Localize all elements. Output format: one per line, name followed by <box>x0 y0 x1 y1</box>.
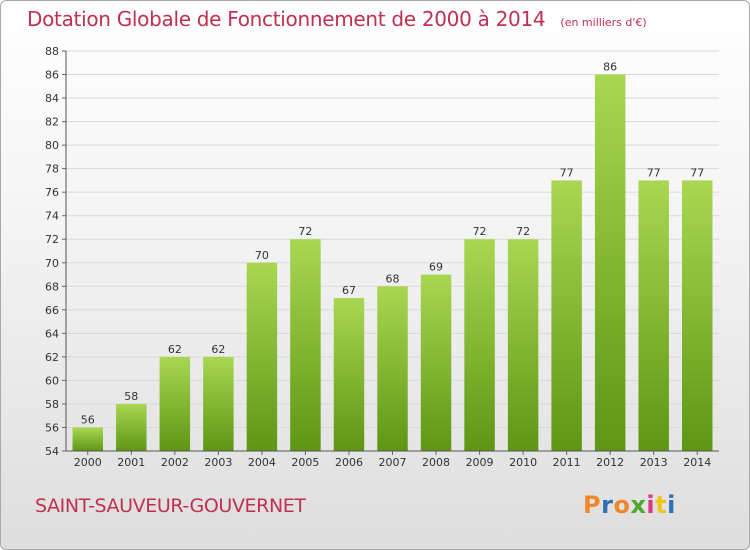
y-tick-label: 76 <box>45 186 59 199</box>
data-label: 67 <box>342 284 356 297</box>
bar <box>594 74 626 451</box>
y-tick-label: 56 <box>45 421 59 434</box>
title-row: Dotation Globale de Fonctionnement de 20… <box>27 7 647 31</box>
y-tick-label: 60 <box>45 374 59 387</box>
logo-letter: o <box>613 491 631 519</box>
bar <box>681 180 713 452</box>
bar <box>551 180 582 452</box>
y-tick-label: 68 <box>45 280 59 293</box>
data-label: 68 <box>386 272 400 285</box>
y-tick-label: 72 <box>45 233 59 246</box>
x-tick-label: 2011 <box>553 456 581 469</box>
x-tick-label: 2000 <box>74 456 102 469</box>
y-tick-label: 66 <box>45 304 59 317</box>
data-label: 72 <box>516 225 530 238</box>
x-tick-label: 2009 <box>466 456 494 469</box>
y-tick-label: 64 <box>45 327 59 340</box>
x-tick-label: 2008 <box>422 456 450 469</box>
logo-letter: x <box>630 491 647 519</box>
y-tick-label: 74 <box>45 210 59 223</box>
proxiti-logo[interactable]: Proxiti <box>583 491 676 519</box>
data-label: 72 <box>473 225 487 238</box>
bar <box>116 403 147 451</box>
chart-subtitle: (en milliers d'€) <box>560 16 647 29</box>
x-tick-label: 2010 <box>509 456 537 469</box>
labels: 54 56 58 60 62 64 66 68 70 72 74 76 78 80 82 84 86 88 56 20… <box>45 45 711 469</box>
data-label: 77 <box>690 166 704 179</box>
x-tick-label: 2006 <box>335 456 363 469</box>
y-tick-label: 54 <box>45 445 59 458</box>
data-label: 58 <box>124 390 138 403</box>
x-tick-label: 2007 <box>379 456 407 469</box>
bar <box>203 356 234 451</box>
bar <box>420 274 452 451</box>
x-tick-label: 2003 <box>204 456 232 469</box>
bars <box>72 74 713 452</box>
bar <box>290 239 321 451</box>
x-tick-label: 2002 <box>161 456 189 469</box>
y-tick-label: 78 <box>45 163 59 176</box>
y-tick-label: 80 <box>45 139 59 152</box>
y-tick-label: 70 <box>45 257 59 270</box>
y-tick-label: 58 <box>45 398 59 411</box>
y-tick-label: 84 <box>45 92 59 105</box>
y-tick-label: 82 <box>45 116 59 129</box>
axes <box>62 50 719 455</box>
logo-letter: r <box>601 491 614 519</box>
data-label: 77 <box>560 166 574 179</box>
data-label: 77 <box>647 166 661 179</box>
logo-letter: i <box>667 491 676 519</box>
data-label: 62 <box>168 343 182 356</box>
data-label: 56 <box>81 413 95 426</box>
x-tick-label: 2014 <box>683 456 711 469</box>
x-tick-label: 2005 <box>291 456 319 469</box>
chart-title: Dotation Globale de Fonctionnement de 20… <box>27 7 546 31</box>
x-tick-label: 2013 <box>640 456 668 469</box>
x-tick-label: 2012 <box>596 456 624 469</box>
bar <box>246 262 278 451</box>
y-tick-label: 86 <box>45 69 59 82</box>
bar <box>507 239 539 451</box>
bar <box>638 180 669 452</box>
data-label: 70 <box>255 249 269 262</box>
data-label: 62 <box>211 343 225 356</box>
commune-name: SAINT-SAUVEUR-GOUVERNET <box>35 495 306 517</box>
data-label: 69 <box>429 261 443 274</box>
logo-letter: P <box>583 491 602 519</box>
y-tick-label: 62 <box>45 351 59 364</box>
x-tick-label: 2004 <box>248 456 276 469</box>
logo-letter: i <box>646 491 656 519</box>
bar <box>333 298 365 451</box>
y-tick-label: 88 <box>45 45 59 58</box>
bar <box>72 427 104 451</box>
bar <box>377 286 408 451</box>
data-label: 72 <box>298 225 312 238</box>
logo-letter: t <box>655 491 668 519</box>
data-label: 86 <box>603 61 617 74</box>
x-tick-label: 2001 <box>117 456 145 469</box>
bar <box>159 356 191 451</box>
bar <box>464 239 495 451</box>
